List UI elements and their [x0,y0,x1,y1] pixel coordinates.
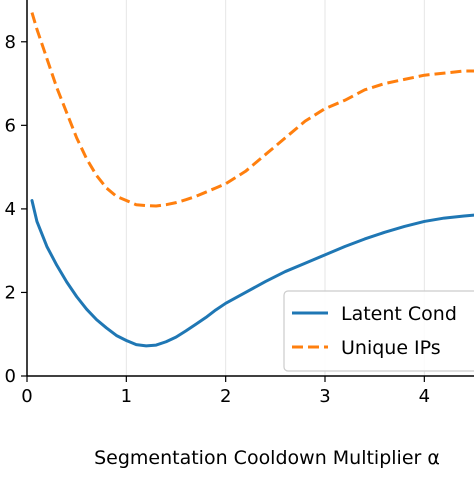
legend: Latent Cond Unique IPs [283,290,474,372]
x-tick-label: 0 [21,386,32,407]
legend-box [283,290,474,372]
axes: 0 1 2 3 4 0 2 4 6 8 [5,0,474,407]
legend-label-1: Latent Cond [341,303,457,325]
x-tick-label: 4 [419,386,430,407]
x-tick-label: 3 [319,386,330,407]
series-line-2 [30,12,474,208]
y-tick-label: 6 [5,115,16,136]
y-tick-label: 8 [5,32,16,53]
x-axis-label: Segmentation Cooldown Multiplier α [94,447,440,469]
y-tick-label: 2 [5,282,16,303]
y-tick-label: 4 [5,199,16,220]
x-tick-label: 1 [121,386,132,407]
y-tick-label: 0 [5,366,16,387]
series-line-1 [30,199,474,348]
x-tick-label: 2 [220,386,231,407]
series-layer [30,12,474,348]
legend-label-2: Unique IPs [341,337,441,359]
